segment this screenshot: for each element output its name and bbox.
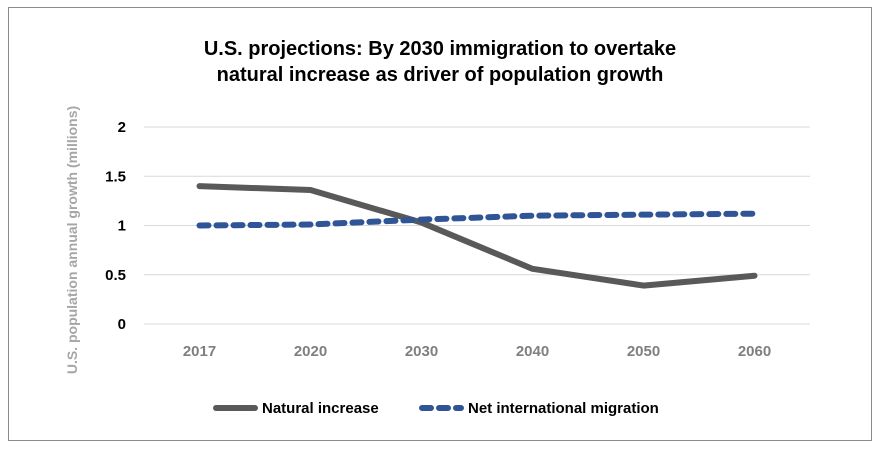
x-tick-label-2050: 2050 [627, 343, 660, 360]
data-point-net-international-migration-2030 [421, 219, 422, 221]
data-point-net-international-migration-2050 [643, 214, 644, 216]
y-tick-label: 1.5 [105, 168, 126, 185]
series-line-net-international-migration [196, 210, 758, 229]
series-line-natural-increase [196, 183, 758, 289]
data-point-natural-increase-2040 [532, 268, 533, 270]
y-tick-label: 0.5 [105, 267, 126, 284]
y-tick-label: 0 [118, 316, 126, 333]
series-lines [196, 183, 758, 289]
x-tick-label-2040: 2040 [516, 343, 549, 360]
data-point-net-international-migration-2040 [532, 215, 533, 217]
legend-label-net-international-migration: Net international migration [468, 400, 659, 417]
y-axis-label: U.S. population annual growth (millions) [64, 106, 80, 374]
data-point-net-international-migration-2020 [310, 224, 311, 226]
data-point-natural-increase-2060 [754, 275, 755, 277]
x-tick-label-2030: 2030 [405, 343, 438, 360]
chart-title-line-2: natural increase as driver of population… [217, 64, 664, 86]
x-tick-label-2017: 2017 [183, 343, 216, 360]
x-tick-label-2020: 2020 [294, 343, 327, 360]
chart-frame: U.S. projections: By 2030 immigration to… [8, 7, 872, 441]
chart-title-line-1: U.S. projections: By 2030 immigration to… [204, 38, 676, 60]
y-tick-label: 2 [118, 119, 126, 136]
legend-label-natural-increase: Natural increase [262, 400, 379, 417]
y-tick-label: 1 [118, 218, 126, 235]
legend: Natural increase Net international migra… [213, 400, 659, 417]
y-axis-ticks: 0 0.5 1 1.5 2 [105, 119, 126, 333]
x-tick-label-2060: 2060 [738, 343, 771, 360]
line-chart: U.S. projections: By 2030 immigration to… [64, 38, 810, 417]
data-point-natural-increase-2050 [643, 285, 644, 287]
data-point-natural-increase-2017 [199, 185, 200, 187]
x-axis-ticks: 2017 2020 2030 2040 2050 2060 [183, 343, 771, 360]
data-point-net-international-migration-2017 [199, 225, 200, 226]
data-point-natural-increase-2020 [310, 189, 311, 191]
data-point-net-international-migration-2060 [754, 213, 755, 215]
